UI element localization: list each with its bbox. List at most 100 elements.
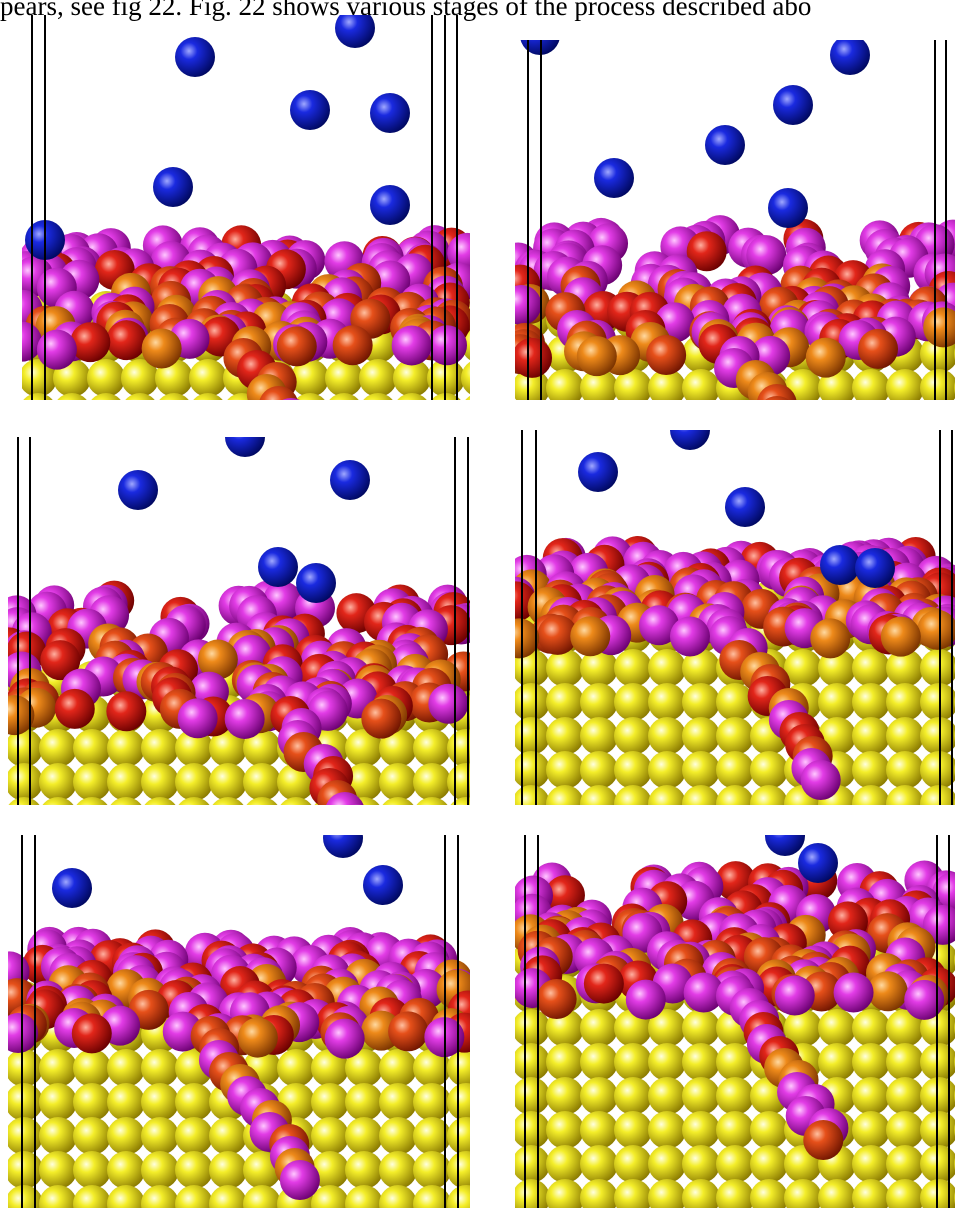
substrate-atom [614, 785, 652, 823]
substrate-atom [39, 763, 77, 801]
substrate-atom [155, 393, 193, 431]
substrate-atom [175, 1083, 213, 1121]
substrate-atom [716, 785, 754, 823]
incoming-atom [370, 93, 410, 133]
incoming-atom [225, 417, 265, 457]
substrate-atom [580, 1145, 618, 1183]
incoming-atom [330, 460, 370, 500]
surface-atom [858, 329, 898, 369]
substrate-atom [512, 1077, 550, 1115]
surface-atom [881, 617, 921, 657]
substrate-atom [852, 1077, 890, 1115]
substrate-atom [546, 1145, 584, 1183]
surface-atom [277, 326, 317, 366]
surface-atom [225, 699, 265, 739]
substrate-atom [53, 393, 91, 431]
substrate-atom [447, 729, 485, 767]
surface-atom [811, 468, 851, 508]
substrate-atom [852, 1009, 890, 1047]
substrate-atom [379, 1185, 417, 1208]
substrate-atom [73, 1117, 111, 1155]
substrate-atom [648, 1077, 686, 1115]
substrate-atom [107, 797, 145, 835]
substrate-atom [546, 1179, 584, 1208]
substrate-atom [413, 729, 451, 767]
incoming-atom [820, 545, 860, 585]
surface-atom [755, 408, 795, 448]
substrate-atom [648, 683, 686, 721]
substrate-atom [546, 369, 584, 407]
substrate-atom [886, 683, 924, 721]
surface-atom [428, 684, 468, 724]
incoming-atom [830, 35, 870, 75]
substrate-atom [716, 751, 754, 789]
substrate-atom [682, 1043, 720, 1081]
substrate-atom [682, 369, 720, 407]
substrate-atom [141, 1151, 179, 1189]
substrate-atom [379, 763, 417, 801]
substrate-atom [189, 393, 227, 431]
incoming-atom [765, 816, 805, 856]
surface-atom [325, 1019, 365, 1059]
substrate-atom [107, 763, 145, 801]
substrate-atom [648, 1145, 686, 1183]
substrate-atom [580, 717, 618, 755]
substrate-atom [447, 1117, 485, 1155]
substrate-atom [750, 1179, 788, 1208]
surface-atom [803, 1120, 843, 1160]
incoming-atom [855, 548, 895, 588]
surface-atom [537, 979, 577, 1019]
substrate-atom [209, 1185, 247, 1208]
substrate-atom [141, 1185, 179, 1208]
substrate-atom [920, 751, 955, 789]
surface-atom [72, 1013, 112, 1053]
surface-atom [499, 618, 539, 658]
substrate-atom [345, 1117, 383, 1155]
substrate-atom [920, 683, 955, 721]
substrate-atom [243, 763, 281, 801]
substrate-atom [682, 683, 720, 721]
surface-atom [55, 689, 95, 729]
substrate-atom [39, 1185, 77, 1208]
substrate-atom [682, 717, 720, 755]
substrate-atom [886, 1077, 924, 1115]
substrate-atom [784, 1179, 822, 1208]
substrate-atom [886, 751, 924, 789]
substrate-atom [648, 785, 686, 823]
substrate-atom [175, 1117, 213, 1155]
incoming-atom [153, 167, 193, 207]
substrate-atom [852, 369, 890, 407]
substrate-atom [614, 717, 652, 755]
substrate-atom [73, 1185, 111, 1208]
substrate-atom [447, 763, 485, 801]
surface-atom [810, 618, 850, 658]
substrate-atom [413, 763, 451, 801]
surface-atom [294, 422, 334, 462]
substrate-atom [311, 1117, 349, 1155]
substrate-atom [175, 1151, 213, 1189]
substrate-atom [546, 785, 584, 823]
surface-atom [238, 1018, 278, 1058]
substrate-atom [580, 1009, 618, 1047]
surface-atom [106, 320, 146, 360]
substrate-atom [580, 1111, 618, 1149]
substrate-atom [920, 369, 955, 407]
substrate-atom [682, 1077, 720, 1115]
incoming-atom [290, 90, 330, 130]
surface-atom [584, 964, 624, 1004]
substrate-atom [5, 1117, 43, 1155]
substrate-atom [243, 797, 281, 835]
substrate-atom [5, 763, 43, 801]
substrate-atom [447, 797, 485, 835]
surface-atom [570, 616, 610, 656]
substrate-atom [852, 785, 890, 823]
substrate-atom [716, 1077, 754, 1115]
surface-atom [2, 322, 42, 362]
substrate-atom [750, 785, 788, 823]
surface-atom [392, 325, 432, 365]
surface-atom [501, 285, 541, 325]
substrate-atom [189, 359, 227, 397]
substrate-atom [359, 359, 397, 397]
incoming-atom [118, 470, 158, 510]
simulation-panel [2, 8, 499, 510]
